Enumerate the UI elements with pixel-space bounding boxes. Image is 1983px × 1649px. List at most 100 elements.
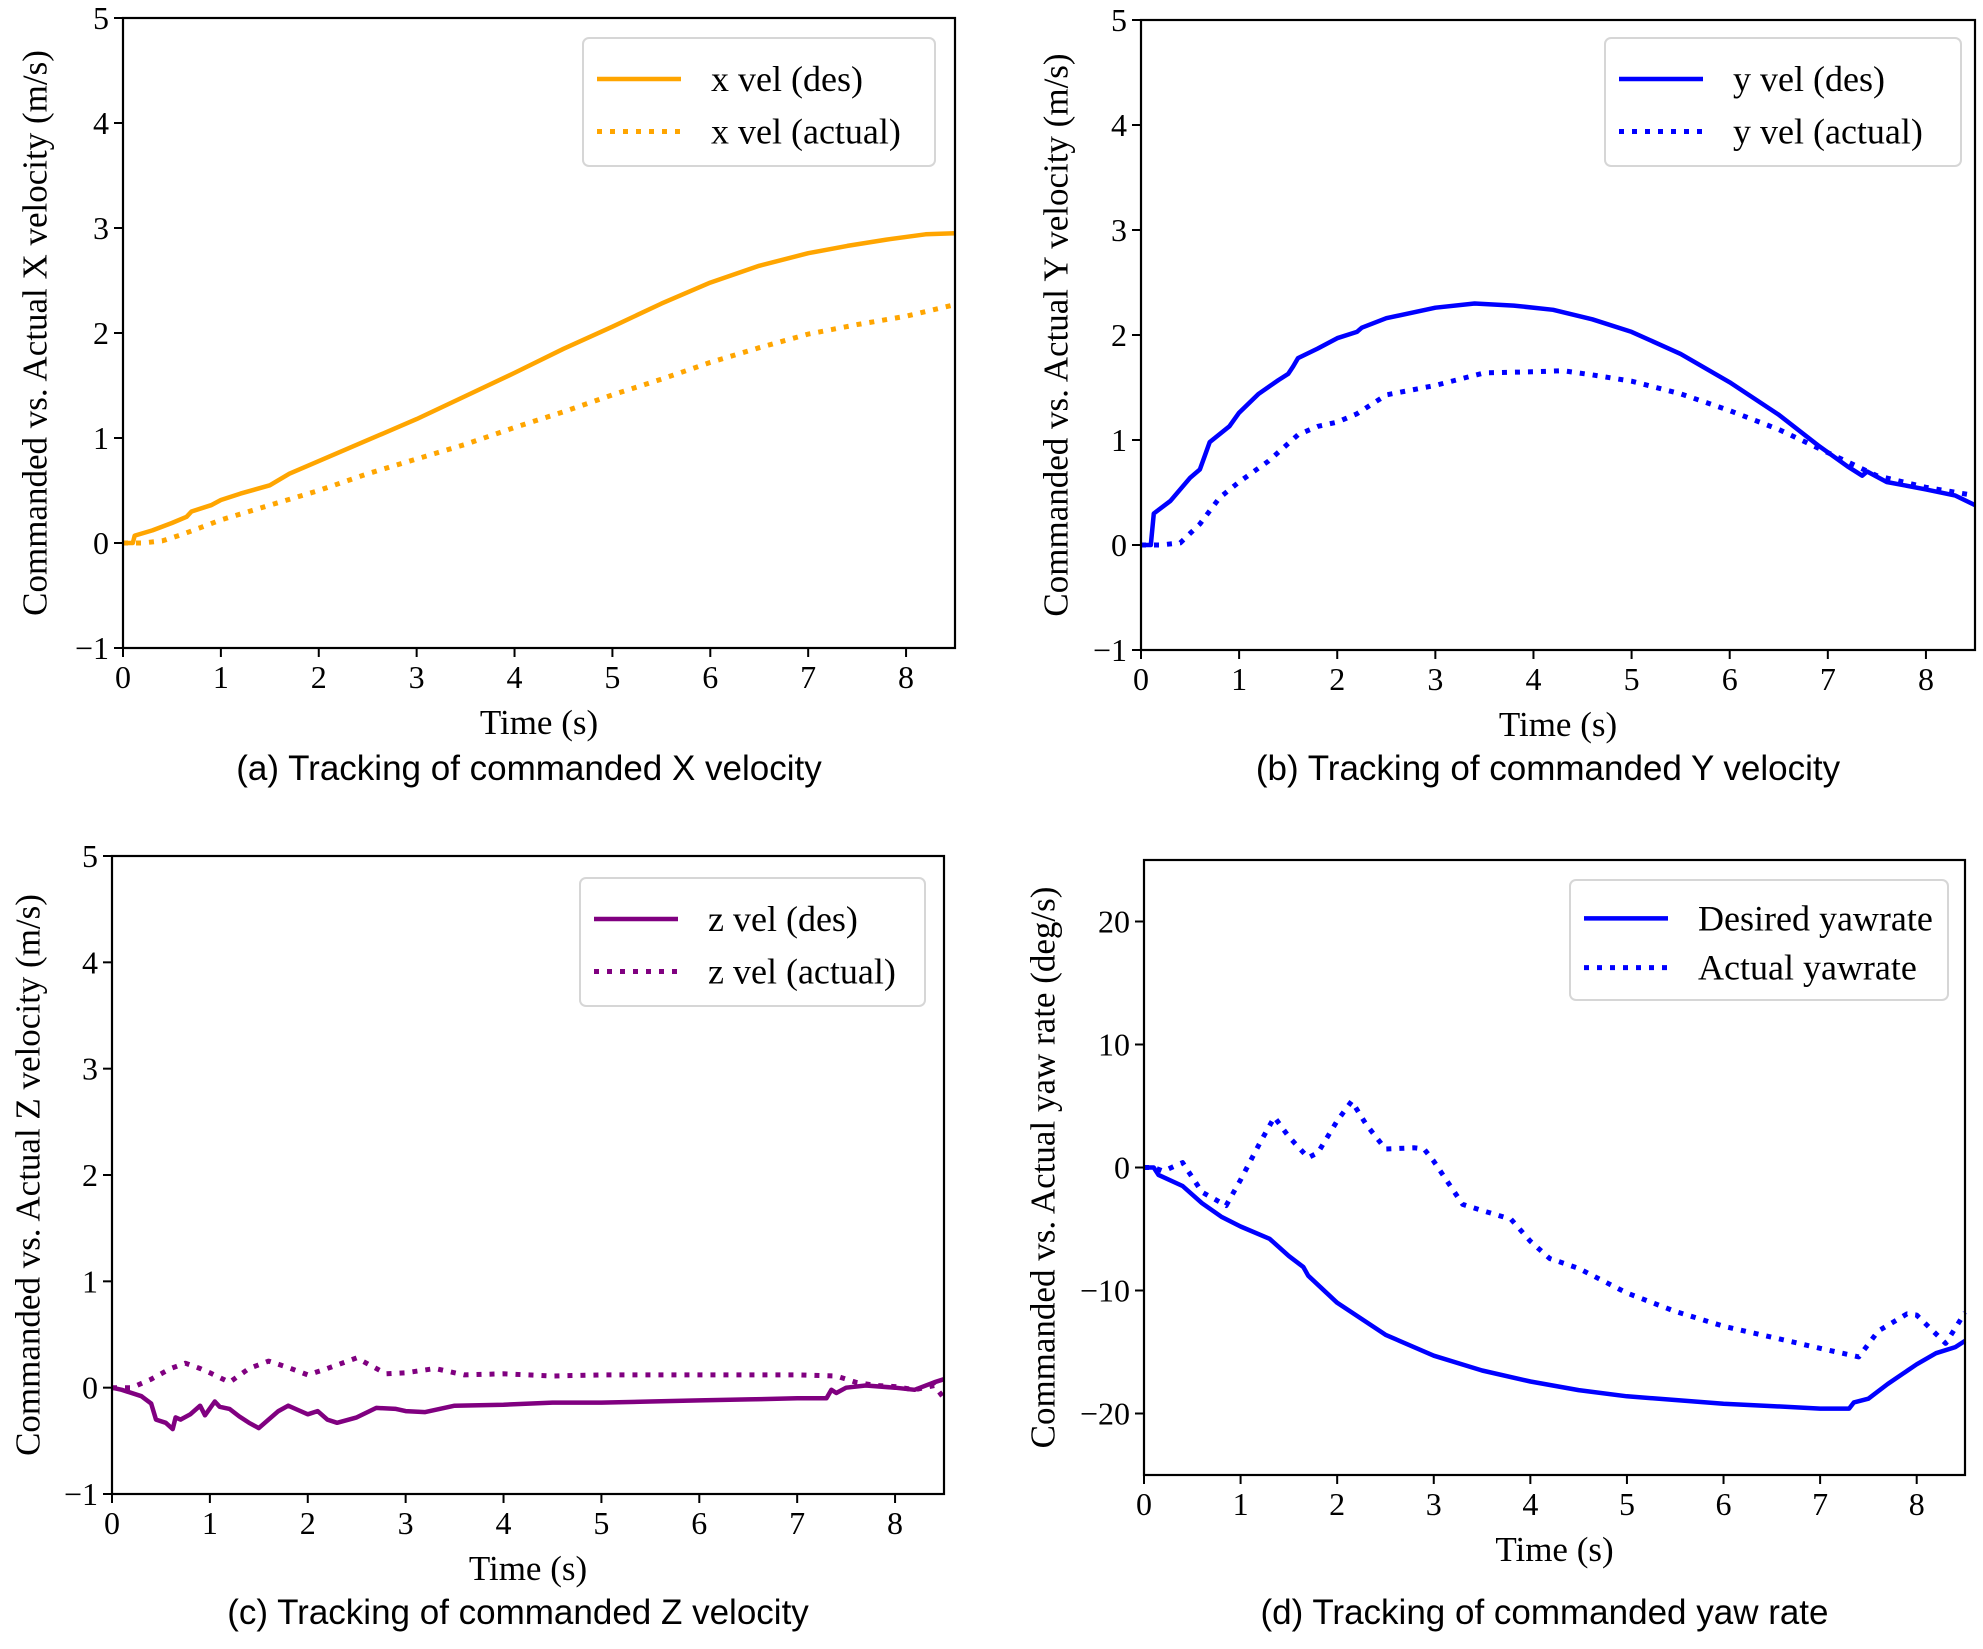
legend-label-actual-c: z vel (actual) [708, 951, 896, 991]
x-tick-label: 3 [398, 1505, 414, 1541]
legend-label-des-c: z vel (des) [708, 899, 858, 939]
x-tick-label: 3 [409, 659, 425, 695]
y-tick-label: 1 [82, 1263, 98, 1299]
y-tick-label: 5 [82, 838, 98, 874]
caption-a: (a) Tracking of commanded X velocity [236, 749, 822, 788]
legend-label-desired-d: Desired yawrate [1698, 898, 1933, 938]
series-line-desired-a [123, 231, 956, 546]
legend-box-b [1604, 37, 1962, 167]
legend-c: z vel (des) z vel (actual) [579, 877, 926, 1007]
x-tick-label: 3 [1426, 1486, 1442, 1522]
y-ticks-a: −1 0 1 2 3 4 5 [75, 0, 123, 666]
y-tick-label: 0 [93, 525, 109, 561]
legend-label-actual-d: Actual yawrate [1698, 948, 1917, 988]
x-tick-label: 6 [1722, 661, 1738, 697]
legend-label-actual-b: y vel (actual) [1733, 111, 1923, 151]
series-line-desired-b [1141, 301, 1976, 548]
y-tick-label: −20 [1080, 1396, 1130, 1432]
x-tick-label: 5 [604, 659, 620, 695]
y-tick-label: 4 [93, 105, 109, 141]
plot-area-a [123, 231, 956, 546]
x-tick-label: 4 [496, 1505, 512, 1541]
y-tick-label: 3 [1111, 212, 1127, 248]
y-tick-label: 5 [1111, 2, 1127, 38]
y-tick-label: 1 [1111, 422, 1127, 458]
y-tick-label: 2 [1111, 317, 1127, 353]
x-tick-label: 8 [898, 659, 914, 695]
x-tick-label: 1 [1233, 1486, 1249, 1522]
x-tick-label: 0 [1133, 661, 1149, 697]
x-axis-label-b: Time (s) [1499, 705, 1617, 744]
plot-area-c [111, 1355, 946, 1432]
series-line-actual-b [1141, 368, 1976, 548]
plot-area-b [1141, 301, 1976, 548]
series-line-actual-a [123, 302, 956, 546]
caption-b: (b) Tracking of commanded Y velocity [1256, 749, 1841, 788]
x-axis-label-c: Time (s) [469, 1549, 587, 1588]
plot-area-d [1144, 1098, 1968, 1411]
legend-a: x vel (des) x vel (actual) [582, 37, 936, 167]
y-tick-label: 0 [1114, 1150, 1130, 1186]
y-tick-label: 3 [93, 210, 109, 246]
x-tick-label: 5 [1619, 1486, 1635, 1522]
y-tick-label: 0 [1111, 527, 1127, 563]
y-tick-label: 10 [1098, 1027, 1130, 1063]
x-tick-label: 5 [1624, 661, 1640, 697]
x-tick-label: 4 [1525, 661, 1541, 697]
legend-d: Desired yawrate Actual yawrate [1569, 879, 1949, 1001]
x-tick-label: 7 [789, 1505, 805, 1541]
y-tick-label: 4 [82, 944, 98, 980]
legend-b: y vel (des) y vel (actual) [1604, 37, 1962, 167]
series-line-desired-d [1144, 1165, 1967, 1411]
x-tick-label: 5 [593, 1505, 609, 1541]
x-tick-label: 2 [311, 659, 327, 695]
series-line-desired-c [111, 1377, 945, 1432]
x-axis-label-a: Time (s) [480, 703, 598, 742]
y-tick-label: −1 [1093, 632, 1127, 668]
x-tick-label: 6 [691, 1505, 707, 1541]
legend-label-actual-a: x vel (actual) [711, 111, 901, 151]
legend-label-des-a: x vel (des) [711, 59, 863, 99]
caption-d: (d) Tracking of commanded yaw rate [1260, 1593, 1828, 1632]
x-tick-label: 4 [507, 659, 523, 695]
y-axis-label-a: Commanded vs. Actual X velocity (m/s) [16, 50, 55, 616]
x-tick-label: 7 [1812, 1486, 1828, 1522]
y-axis-label-c: Commanded vs. Actual Z velocity (m/s) [9, 894, 48, 1456]
x-tick-label: 1 [1231, 661, 1247, 697]
y-axis-label-b: Commanded vs. Actual Y velocity (m/s) [1037, 53, 1076, 616]
x-tick-label: 0 [104, 1505, 120, 1541]
x-tick-label: 2 [1329, 1486, 1345, 1522]
y-tick-label: −1 [75, 630, 109, 666]
panel-d: 0 1 2 3 4 5 6 7 8 −20 −10 0 10 20 Time (s) Commanded… [1024, 858, 1968, 1632]
x-axis-label-d: Time (s) [1495, 1530, 1613, 1569]
caption-c: (c) Tracking of commanded Z velocity [227, 1593, 809, 1632]
y-ticks-b: −1 0 1 2 3 4 5 [1093, 2, 1141, 668]
x-tick-label: 4 [1522, 1486, 1538, 1522]
legend-box-c [579, 877, 926, 1007]
y-tick-label: 3 [82, 1051, 98, 1087]
x-tick-label: 7 [1820, 661, 1836, 697]
x-tick-label: 3 [1427, 661, 1443, 697]
x-tick-label: 2 [1329, 661, 1345, 697]
y-tick-label: −10 [1080, 1273, 1130, 1309]
y-ticks-c: −1 0 1 2 3 4 5 [64, 838, 112, 1512]
x-ticks-b: 0 1 2 3 4 5 6 7 8 [1133, 650, 1934, 697]
series-line-actual-c [112, 1355, 946, 1400]
x-tick-label: 2 [300, 1505, 316, 1541]
legend-box-a [582, 37, 936, 167]
x-tick-label: 0 [115, 659, 131, 695]
x-tick-label: 1 [202, 1505, 218, 1541]
legend-label-des-b: y vel (des) [1733, 59, 1885, 99]
y-tick-label: −1 [64, 1476, 98, 1512]
x-tick-label: 7 [800, 659, 816, 695]
x-tick-label: 0 [1136, 1486, 1152, 1522]
x-ticks-d: 0 1 2 3 4 5 6 7 8 [1136, 1475, 1925, 1522]
y-tick-label: 2 [82, 1157, 98, 1193]
x-ticks-c: 0 1 2 3 4 5 6 7 8 [104, 1494, 903, 1541]
y-axis-label-d: Commanded vs. Actual yaw rate (deg/s) [1024, 887, 1063, 1449]
series-line-actual-d [1144, 1098, 1968, 1360]
y-tick-label: 1 [93, 420, 109, 456]
